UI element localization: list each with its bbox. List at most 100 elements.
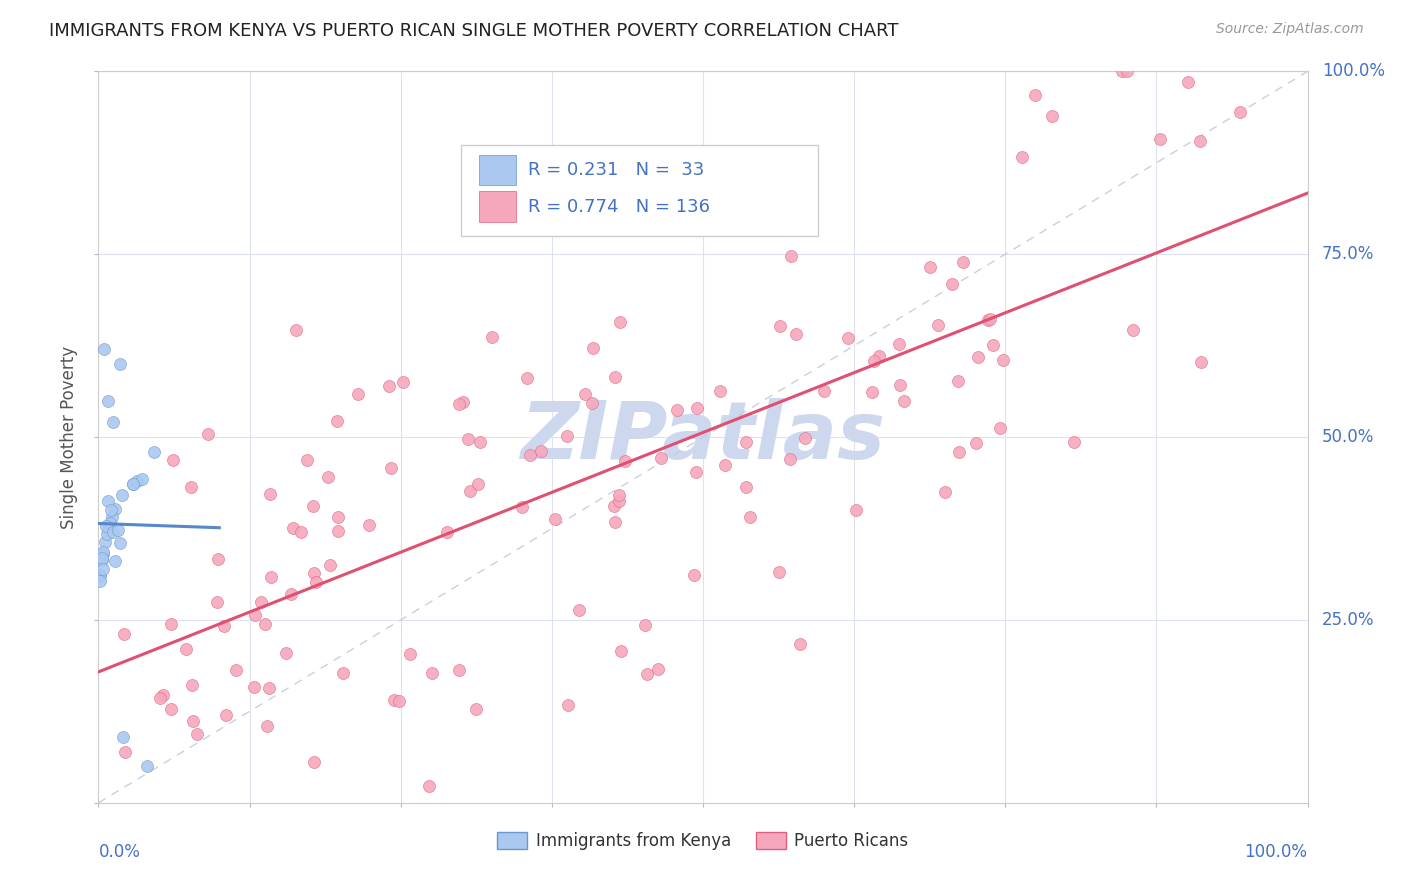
Point xyxy=(683,568,706,582)
Point xyxy=(207,552,229,566)
Point xyxy=(305,575,328,590)
Point xyxy=(159,616,181,631)
Point xyxy=(889,336,911,351)
Point xyxy=(837,331,859,345)
Point xyxy=(100,503,122,517)
Point xyxy=(135,759,157,773)
Text: 75.0%: 75.0% xyxy=(1322,245,1375,263)
FancyBboxPatch shape xyxy=(479,154,516,186)
Point xyxy=(780,249,803,263)
Point xyxy=(794,431,817,445)
Point xyxy=(93,545,115,559)
Point xyxy=(93,343,115,357)
Point xyxy=(1229,104,1251,119)
Point xyxy=(114,745,136,759)
Point xyxy=(90,553,112,567)
Text: Source: ZipAtlas.com: Source: ZipAtlas.com xyxy=(1216,22,1364,37)
Point xyxy=(1024,87,1046,102)
Point xyxy=(530,444,553,458)
Point xyxy=(98,516,121,531)
Point xyxy=(735,435,758,450)
Point xyxy=(582,341,605,355)
Point xyxy=(1188,134,1211,148)
Point xyxy=(1111,64,1133,78)
Point xyxy=(100,510,122,524)
Point xyxy=(274,646,297,660)
Point xyxy=(574,386,596,401)
Point xyxy=(249,595,271,609)
Point xyxy=(89,574,111,588)
Point xyxy=(122,476,145,491)
Point xyxy=(260,569,283,583)
FancyBboxPatch shape xyxy=(479,191,516,222)
Point xyxy=(388,694,411,708)
Point xyxy=(162,453,184,467)
Point xyxy=(392,375,415,389)
Point xyxy=(89,569,111,583)
Point xyxy=(197,426,219,441)
Text: ZIPatlas: ZIPatlas xyxy=(520,398,886,476)
Point xyxy=(284,323,307,337)
Point xyxy=(97,393,120,408)
Point xyxy=(205,595,228,609)
Point xyxy=(544,512,567,526)
Point xyxy=(1149,132,1171,146)
Point xyxy=(714,458,737,473)
Point xyxy=(149,691,172,706)
Point xyxy=(1121,323,1143,337)
Point xyxy=(399,647,422,661)
Point xyxy=(180,480,202,494)
Point xyxy=(104,554,127,568)
Point xyxy=(160,701,183,715)
Point xyxy=(614,454,637,468)
Point xyxy=(609,643,631,657)
Point xyxy=(104,501,127,516)
Point xyxy=(607,493,630,508)
Point xyxy=(952,255,974,269)
Point xyxy=(243,607,266,622)
Point xyxy=(142,444,165,458)
Point xyxy=(941,277,963,291)
Point xyxy=(457,432,479,446)
Point xyxy=(868,349,890,363)
Y-axis label: Single Mother Poverty: Single Mother Poverty xyxy=(60,345,79,529)
Point xyxy=(685,465,707,479)
Point xyxy=(131,472,153,486)
Point xyxy=(1011,149,1033,163)
Point xyxy=(108,357,131,371)
Point xyxy=(467,477,489,491)
Point xyxy=(860,385,883,400)
Point xyxy=(447,663,470,677)
Text: IMMIGRANTS FROM KENYA VS PUERTO RICAN SINGLE MOTHER POVERTY CORRELATION CHART: IMMIGRANTS FROM KENYA VS PUERTO RICAN SI… xyxy=(49,22,898,40)
Point xyxy=(127,474,149,488)
Text: 25.0%: 25.0% xyxy=(1322,611,1375,629)
Point xyxy=(215,708,238,723)
Point xyxy=(91,547,114,561)
Text: 0.0%: 0.0% xyxy=(98,843,141,861)
Point xyxy=(845,503,868,517)
Point xyxy=(988,421,1011,435)
Point xyxy=(181,678,204,692)
Point xyxy=(665,403,688,417)
Point xyxy=(813,384,835,399)
Point xyxy=(927,318,949,333)
Point xyxy=(359,518,381,533)
Point xyxy=(332,665,354,680)
Point xyxy=(967,350,990,364)
Point xyxy=(1177,75,1199,89)
Point xyxy=(768,565,790,579)
Point xyxy=(1116,64,1139,78)
Point xyxy=(709,384,731,398)
Point xyxy=(94,534,117,549)
Point xyxy=(481,330,503,344)
Point xyxy=(302,755,325,769)
Point xyxy=(557,698,579,713)
Point xyxy=(920,260,942,274)
Text: 50.0%: 50.0% xyxy=(1322,428,1375,446)
Point xyxy=(97,522,120,536)
Text: R = 0.774   N = 136: R = 0.774 N = 136 xyxy=(527,198,710,216)
Point xyxy=(111,730,134,744)
Point xyxy=(186,726,208,740)
Legend: Immigrants from Kenya, Puerto Ricans: Immigrants from Kenya, Puerto Ricans xyxy=(491,825,915,856)
Point xyxy=(328,524,350,539)
